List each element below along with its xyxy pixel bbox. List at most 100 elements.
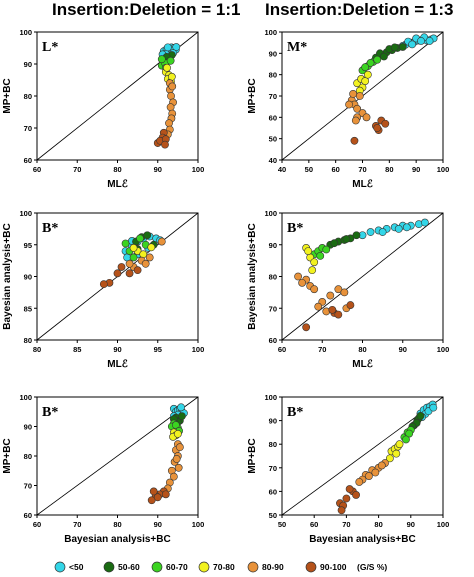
data-point [310, 258, 319, 267]
x-axis-label: MLℰ [107, 179, 128, 190]
data-point [377, 461, 386, 470]
data-point [334, 310, 343, 319]
y-tick-label: 70 [269, 304, 277, 313]
data-point [385, 454, 394, 463]
legend-marker [103, 561, 115, 573]
y-tick-label: 85 [24, 304, 32, 313]
data-point [342, 235, 351, 243]
data-point [143, 231, 152, 240]
x-tick-label: 70 [342, 520, 350, 529]
data-point [420, 218, 429, 227]
x-tick-label: 60 [310, 520, 318, 529]
x-tick-label: 80 [358, 345, 366, 354]
data-point [165, 119, 173, 128]
x-tick-label: 80 [385, 165, 393, 174]
data-point [129, 244, 138, 252]
data-point [405, 429, 414, 438]
data-point [171, 421, 180, 429]
chart-panel-5: 60 70 80 90 100 60 70 80 90 100 Bayesian analysis+… [2, 393, 204, 545]
data-point [322, 245, 331, 254]
x-axis-label: Bayesian analysis+BC [64, 534, 170, 545]
data-point [133, 266, 142, 275]
y-tick-label: 80 [24, 92, 32, 101]
data-point [353, 104, 362, 113]
data-point [363, 70, 372, 79]
data-point [117, 263, 126, 271]
x-axis-label: MLℰ [352, 179, 373, 190]
panel-label: L* [42, 40, 58, 55]
data-point [326, 291, 335, 300]
y-axis-label: Bayesian analysis+BC [2, 223, 13, 329]
data-point [161, 490, 170, 499]
data-point [334, 285, 343, 294]
panel-label: M* [287, 40, 307, 55]
data-point [395, 440, 404, 449]
y-tick-label: 100 [264, 28, 277, 37]
data-point [167, 92, 175, 100]
data-point [355, 92, 364, 100]
chart-panel-2: 40 50 60 70 80 90 100 40 50 60 70 80 90 100 MLℰ MP+BC M* [247, 28, 449, 190]
data-point [302, 323, 311, 332]
data-point [330, 239, 339, 248]
x-tick-label: 60 [33, 520, 41, 529]
x-tick-label: 60 [33, 165, 41, 174]
data-point [355, 478, 364, 486]
y-tick-label: 60 [269, 113, 277, 122]
x-tick-label: 50 [278, 520, 286, 529]
data-point [125, 259, 134, 268]
y-tick-label: 80 [269, 71, 277, 80]
data-point [166, 56, 175, 65]
data-point [402, 223, 411, 232]
data-point [121, 239, 130, 248]
y-tick-label: 90 [269, 241, 277, 250]
chart-panel-6: 50 60 70 80 90 100 50 60 70 80 90 100 Bayesian analy… [247, 393, 449, 545]
data-point [328, 305, 337, 314]
chart-panel-1: 60 70 80 90 100 60 70 80 90 100 MLℰ MP+BC L* [2, 28, 204, 190]
x-tick-label: 95 [154, 345, 162, 354]
data-point [416, 411, 425, 420]
x-tick-label: 100 [437, 520, 450, 529]
data-point [346, 301, 355, 309]
y-tick-label: 90 [24, 60, 32, 69]
data-point [337, 506, 346, 515]
y-tick-label: 50 [269, 135, 277, 144]
x-tick-label: 100 [437, 345, 450, 354]
data-point [342, 494, 351, 503]
x-axis-label: MLℰ [352, 359, 373, 370]
data-point [174, 463, 183, 472]
data-point [371, 468, 380, 477]
data-point [316, 251, 325, 260]
data-point [125, 269, 134, 278]
x-tick-label: 80 [33, 345, 41, 354]
data-point [394, 224, 403, 233]
data-point [378, 228, 387, 236]
chart-panel-4: 60 70 80 90 100 60 70 80 90 100 MLℰ Bayesian analys… [247, 209, 449, 370]
x-tick-label: 90 [154, 520, 162, 529]
y-axis-label: MP+BC [2, 78, 13, 113]
legend-marker [305, 561, 317, 573]
data-point [425, 37, 434, 45]
legend-marker [247, 561, 259, 573]
x-tick-label: 60 [331, 165, 339, 174]
data-point [417, 37, 425, 45]
y-tick-label: 100 [19, 209, 32, 218]
y-tick-label: 50 [269, 511, 277, 520]
panel-label: B* [42, 221, 58, 236]
data-point [139, 250, 148, 259]
data-point [145, 253, 154, 262]
data-point [161, 140, 169, 149]
x-tick-label: 70 [358, 165, 366, 174]
x-tick-label: 85 [73, 345, 81, 354]
data-point [172, 455, 181, 463]
y-tick-label: 100 [264, 209, 277, 218]
y-tick-label: 90 [269, 417, 277, 426]
y-axis-label: MP+BC [247, 78, 258, 113]
y-tick-label: 70 [269, 92, 277, 101]
data-point [177, 403, 185, 412]
legend-marker [198, 561, 210, 573]
legend-label: 50-60 [118, 562, 140, 572]
x-tick-label: 80 [113, 165, 121, 174]
x-tick-label: 90 [399, 345, 407, 354]
data-point [345, 485, 354, 493]
x-axis-label: Bayesian analysis+BC [309, 534, 415, 545]
